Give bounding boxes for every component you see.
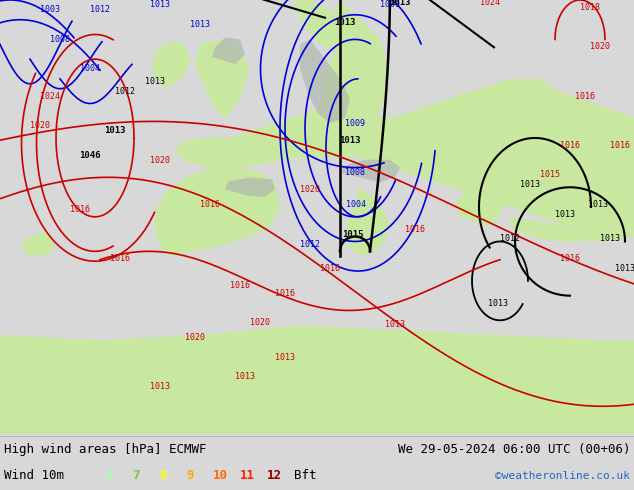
Text: 1016: 1016 xyxy=(230,281,250,290)
Text: 7: 7 xyxy=(132,469,139,483)
Text: 1000: 1000 xyxy=(380,0,400,9)
Polygon shape xyxy=(0,325,634,434)
Text: 1013: 1013 xyxy=(385,320,405,329)
Text: Wind 10m: Wind 10m xyxy=(4,469,64,483)
Text: 1012: 1012 xyxy=(300,240,320,249)
Text: 8: 8 xyxy=(159,469,167,483)
Text: 1013: 1013 xyxy=(334,18,356,26)
Text: 1013: 1013 xyxy=(150,0,170,9)
Text: 1013: 1013 xyxy=(488,298,508,308)
Text: 11: 11 xyxy=(240,469,255,483)
Polygon shape xyxy=(450,84,634,217)
Text: Bft: Bft xyxy=(294,469,316,483)
Text: 1013: 1013 xyxy=(615,264,634,273)
Text: ©weatheronline.co.uk: ©weatheronline.co.uk xyxy=(495,471,630,481)
Polygon shape xyxy=(20,232,55,256)
Text: 6: 6 xyxy=(105,469,112,483)
Text: 1003: 1003 xyxy=(40,5,60,14)
Text: 1013: 1013 xyxy=(520,180,540,189)
Text: We 29-05-2024 06:00 UTC (00+06): We 29-05-2024 06:00 UTC (00+06) xyxy=(398,443,630,456)
Text: 1018: 1018 xyxy=(580,3,600,12)
Text: 1013: 1013 xyxy=(104,126,126,135)
Text: 1024: 1024 xyxy=(480,0,500,7)
Polygon shape xyxy=(195,39,250,118)
Text: 1004: 1004 xyxy=(80,65,100,74)
Polygon shape xyxy=(155,168,280,256)
Text: 1013: 1013 xyxy=(190,20,210,29)
Text: 1016: 1016 xyxy=(610,141,630,150)
Text: 1016: 1016 xyxy=(275,289,295,297)
Text: 1013: 1013 xyxy=(555,210,575,219)
Polygon shape xyxy=(152,41,190,89)
Polygon shape xyxy=(320,0,390,138)
Polygon shape xyxy=(340,160,400,182)
Text: 1016: 1016 xyxy=(320,264,340,273)
Text: 1013: 1013 xyxy=(339,136,361,145)
Text: 1016: 1016 xyxy=(110,254,130,263)
Text: 1012: 1012 xyxy=(500,234,520,244)
Text: 1016: 1016 xyxy=(560,254,580,263)
Text: 1016: 1016 xyxy=(560,141,580,150)
Text: 10: 10 xyxy=(213,469,228,483)
Text: 1016: 1016 xyxy=(70,205,90,214)
Text: 1013: 1013 xyxy=(275,353,295,362)
Polygon shape xyxy=(212,37,245,64)
Polygon shape xyxy=(225,177,275,197)
Text: 1013: 1013 xyxy=(389,0,411,7)
Text: 1013: 1013 xyxy=(588,200,608,209)
Text: 1015: 1015 xyxy=(540,171,560,179)
Text: 1020: 1020 xyxy=(300,185,320,194)
Text: 1016: 1016 xyxy=(575,92,595,100)
Text: 1016: 1016 xyxy=(405,224,425,234)
Text: 1013: 1013 xyxy=(600,234,620,244)
Text: 1020: 1020 xyxy=(150,156,170,165)
Text: 1024: 1024 xyxy=(40,92,60,100)
Polygon shape xyxy=(510,217,634,242)
Text: 1012: 1012 xyxy=(115,87,135,96)
Text: 1016: 1016 xyxy=(200,200,220,209)
Text: 1004: 1004 xyxy=(346,200,366,210)
Polygon shape xyxy=(295,0,340,49)
Text: High wind areas [hPa] ECMWF: High wind areas [hPa] ECMWF xyxy=(4,443,207,456)
Text: 9: 9 xyxy=(186,469,193,483)
Text: 12: 12 xyxy=(267,469,282,483)
Text: 1013: 1013 xyxy=(150,382,170,392)
Text: 1020: 1020 xyxy=(30,121,50,130)
Polygon shape xyxy=(345,187,390,256)
Polygon shape xyxy=(300,39,350,123)
Text: 1020: 1020 xyxy=(250,318,270,327)
Text: 1008: 1008 xyxy=(345,168,365,177)
Text: 1012: 1012 xyxy=(90,5,110,14)
Text: 1020: 1020 xyxy=(590,42,610,51)
Text: 1008: 1008 xyxy=(50,35,70,44)
Text: 1046: 1046 xyxy=(79,151,101,160)
Polygon shape xyxy=(455,187,505,227)
Text: 1009: 1009 xyxy=(345,119,365,128)
Polygon shape xyxy=(175,79,634,237)
Text: 1013: 1013 xyxy=(145,77,165,86)
Text: 1013: 1013 xyxy=(235,372,255,381)
Text: 1015: 1015 xyxy=(342,229,364,239)
Text: 1020: 1020 xyxy=(185,333,205,342)
